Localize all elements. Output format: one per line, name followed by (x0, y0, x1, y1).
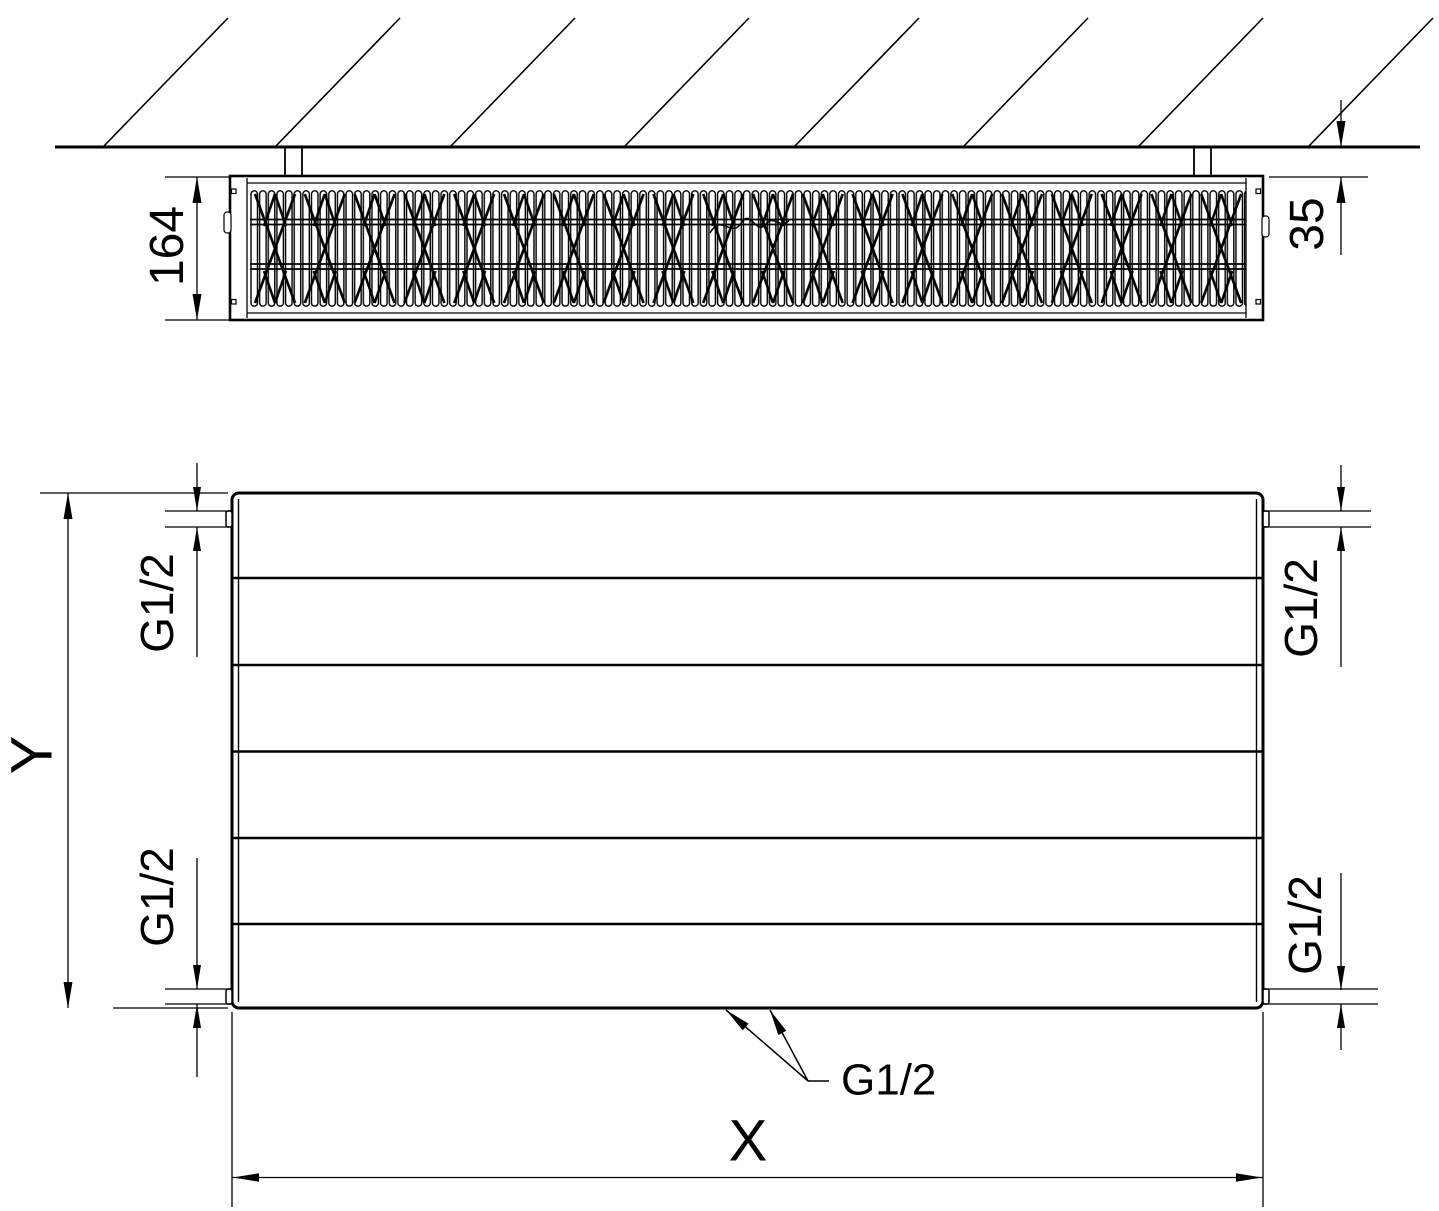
fitting-label-top-right: G1/2 (1275, 558, 1327, 658)
panel-slat-lines (232, 576, 1263, 926)
dim-fitting-bottom-right: G1/2 (1279, 873, 1345, 1050)
dim-fitting-top-left: G1/2 (131, 463, 201, 657)
fitting-leader-bottom-center: G1/2 (725, 1009, 936, 1105)
radiator-front-panel (230, 491, 1265, 1010)
dim-wall-distance: 35 (1269, 100, 1368, 255)
wall-hatch (102, 17, 1434, 148)
mounting-brackets (284, 148, 1212, 176)
left-port-bump (223, 211, 232, 234)
stub-extension-lines (165, 510, 1378, 1005)
radiator-top-body (223, 174, 1270, 322)
dim-fitting-top-right: G1/2 (1275, 465, 1345, 667)
dim-fitting-bottom-left: G1/2 (131, 847, 201, 1077)
fitting-label-bottom-right: G1/2 (1279, 875, 1331, 975)
fitting-label-bottom-left: G1/2 (131, 847, 183, 947)
dim-depth: 164 (141, 176, 230, 321)
fitting-label-top-left: G1/2 (131, 553, 183, 653)
fitting-label-bottom-center: G1/2 (841, 1056, 936, 1105)
end-cap-details (223, 188, 1270, 305)
dim-width-label: X (729, 1108, 768, 1173)
dim-height-label: Y (0, 736, 64, 775)
top-view: 164 35 (55, 17, 1434, 322)
break-squiggle (709, 217, 791, 234)
convector-fin-grille (250, 190, 1246, 307)
dim-depth-label: 164 (141, 206, 194, 286)
right-port-bump (1261, 215, 1270, 238)
connection-stubs (225, 510, 1270, 1005)
front-view: G1/2 G1/2 G1/2 (0, 463, 1378, 1207)
dim-height: Y (0, 492, 228, 1009)
dim-width: X (231, 1012, 1264, 1207)
dim-wall-distance-label: 35 (1281, 197, 1334, 250)
